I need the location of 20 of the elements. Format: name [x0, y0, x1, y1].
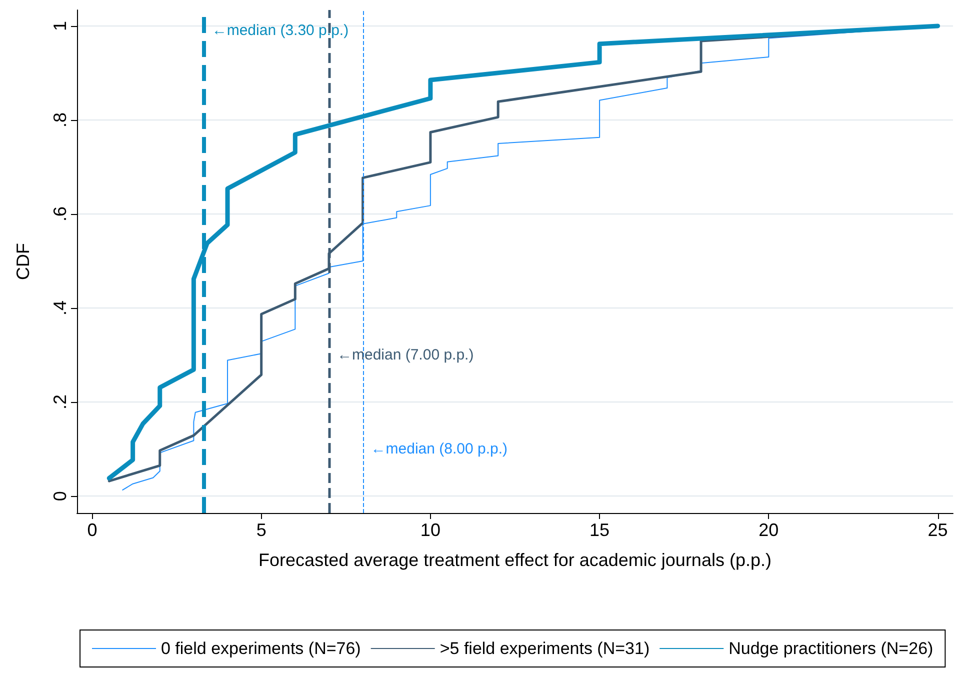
- y-tick-label: .2: [50, 394, 70, 410]
- y-tick-label: .4: [50, 300, 70, 316]
- x-tick-label: 10: [420, 520, 440, 540]
- ref-line-label: ←median (7.00 p.p.): [336, 346, 474, 364]
- y-axis-title: CDF: [13, 243, 33, 280]
- y-tick-label: 0: [50, 491, 70, 502]
- y-tick-label: .8: [50, 112, 70, 128]
- ref-line-label: ←median (8.00 p.p.): [370, 440, 508, 458]
- legend-label: >5 field experiments (N=31): [440, 639, 650, 658]
- x-axis-title: Forecasted average treatment effect for academic journals (p.p.): [258, 550, 772, 570]
- y-tick-label: .6: [50, 206, 70, 222]
- x-tick-label: 0: [87, 520, 98, 540]
- legend-label: 0 field experiments (N=76): [161, 639, 361, 658]
- ref-line-label: ←median (3.30 p.p.): [212, 22, 349, 40]
- legend-label: Nudge practitioners (N=26): [728, 639, 934, 658]
- x-tick-label: 20: [758, 520, 779, 540]
- x-tick-label: 25: [928, 520, 948, 540]
- x-tick-label: 15: [590, 520, 610, 540]
- y-tick-label: 1: [50, 20, 70, 31]
- x-tick-label: 5: [256, 520, 266, 540]
